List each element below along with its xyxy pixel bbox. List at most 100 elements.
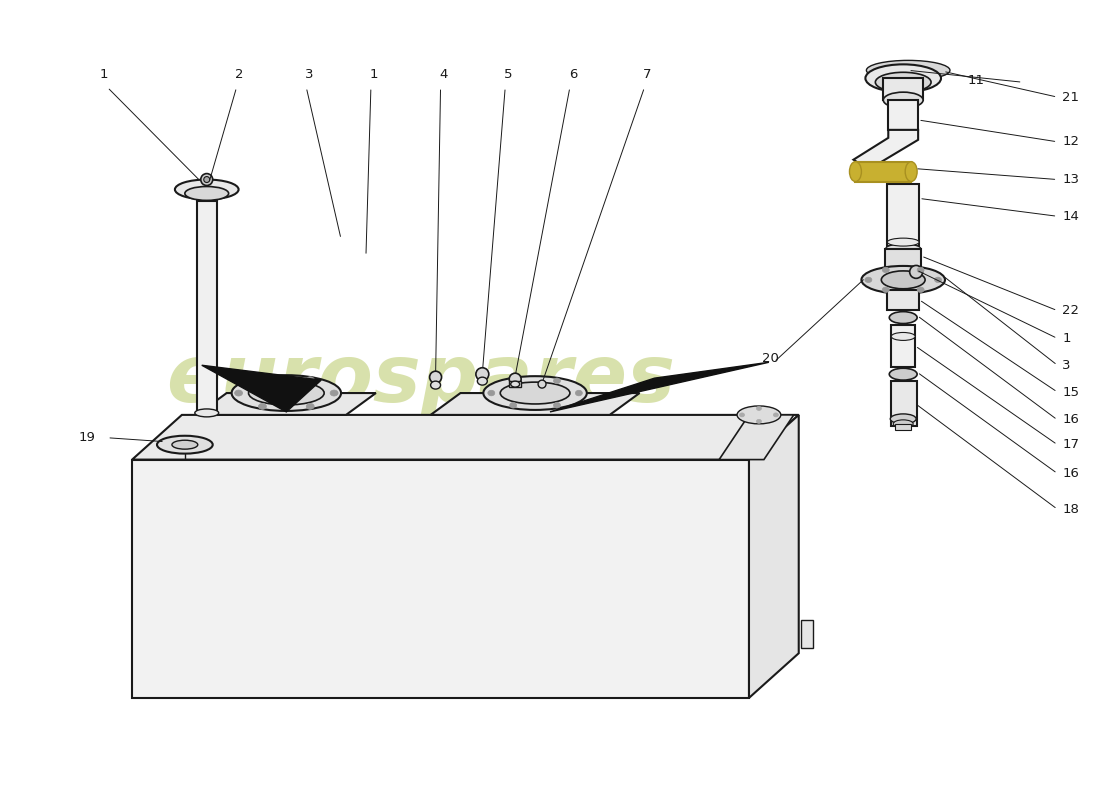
Text: eurospares: eurospares bbox=[166, 341, 675, 419]
Ellipse shape bbox=[306, 377, 315, 382]
Text: a passion for parts since 1985: a passion for parts since 1985 bbox=[272, 507, 629, 531]
Text: 2: 2 bbox=[235, 68, 244, 81]
Bar bbox=[801, 621, 813, 648]
Text: 6: 6 bbox=[569, 68, 578, 81]
Ellipse shape bbox=[866, 64, 940, 92]
Ellipse shape bbox=[487, 390, 495, 396]
Polygon shape bbox=[201, 366, 321, 412]
Text: 17: 17 bbox=[1063, 438, 1079, 451]
Ellipse shape bbox=[509, 402, 517, 408]
Ellipse shape bbox=[737, 406, 781, 424]
Ellipse shape bbox=[477, 377, 487, 385]
Ellipse shape bbox=[175, 179, 239, 199]
Ellipse shape bbox=[757, 419, 761, 423]
Polygon shape bbox=[749, 415, 799, 698]
Ellipse shape bbox=[888, 238, 920, 246]
Text: 11: 11 bbox=[967, 74, 984, 86]
Text: 3: 3 bbox=[305, 68, 314, 81]
Bar bbox=[888, 290, 920, 310]
Ellipse shape bbox=[509, 373, 521, 385]
Ellipse shape bbox=[234, 390, 243, 396]
Polygon shape bbox=[132, 415, 799, 459]
Bar bbox=[509, 381, 521, 387]
Bar bbox=[883, 78, 923, 100]
Ellipse shape bbox=[883, 92, 923, 108]
Ellipse shape bbox=[905, 162, 917, 182]
Text: 1: 1 bbox=[370, 68, 378, 81]
Ellipse shape bbox=[430, 371, 441, 383]
Ellipse shape bbox=[865, 277, 872, 282]
Bar bbox=[891, 381, 917, 426]
Ellipse shape bbox=[500, 382, 570, 404]
Ellipse shape bbox=[861, 266, 945, 294]
Text: 15: 15 bbox=[1063, 386, 1079, 398]
Ellipse shape bbox=[881, 271, 925, 289]
Ellipse shape bbox=[917, 267, 924, 273]
Ellipse shape bbox=[249, 381, 324, 405]
Ellipse shape bbox=[509, 378, 517, 384]
Ellipse shape bbox=[882, 267, 889, 273]
Polygon shape bbox=[854, 130, 918, 170]
Text: 13: 13 bbox=[1063, 173, 1079, 186]
Bar bbox=[856, 162, 911, 182]
Bar bbox=[889, 100, 918, 130]
Ellipse shape bbox=[739, 413, 745, 417]
Ellipse shape bbox=[510, 381, 519, 387]
Text: 7: 7 bbox=[644, 68, 652, 81]
Ellipse shape bbox=[476, 368, 488, 381]
Ellipse shape bbox=[258, 377, 266, 382]
Ellipse shape bbox=[575, 390, 582, 396]
Text: 1: 1 bbox=[1063, 332, 1071, 345]
Ellipse shape bbox=[910, 266, 923, 278]
Bar bbox=[895, 424, 911, 430]
Ellipse shape bbox=[886, 244, 921, 254]
Ellipse shape bbox=[330, 390, 338, 396]
Ellipse shape bbox=[157, 436, 212, 454]
Text: 5: 5 bbox=[504, 68, 513, 81]
Bar bbox=[891, 325, 915, 367]
Text: 3: 3 bbox=[1063, 358, 1071, 372]
Text: 18: 18 bbox=[1063, 502, 1079, 516]
Text: 16: 16 bbox=[1063, 414, 1079, 426]
Ellipse shape bbox=[306, 403, 315, 410]
Ellipse shape bbox=[876, 72, 931, 92]
Ellipse shape bbox=[483, 376, 586, 410]
Text: 12: 12 bbox=[1063, 135, 1079, 148]
Polygon shape bbox=[719, 415, 794, 459]
Text: 14: 14 bbox=[1063, 210, 1079, 222]
Ellipse shape bbox=[889, 312, 917, 323]
Ellipse shape bbox=[201, 174, 212, 186]
Text: 20: 20 bbox=[762, 352, 779, 365]
Ellipse shape bbox=[185, 186, 229, 200]
Ellipse shape bbox=[195, 409, 219, 417]
Ellipse shape bbox=[204, 177, 210, 182]
Polygon shape bbox=[430, 393, 639, 415]
Ellipse shape bbox=[867, 60, 950, 80]
Ellipse shape bbox=[917, 287, 924, 293]
Polygon shape bbox=[550, 362, 769, 412]
Ellipse shape bbox=[172, 440, 198, 449]
Text: 1: 1 bbox=[100, 68, 109, 81]
Ellipse shape bbox=[553, 402, 560, 408]
Bar bbox=[197, 202, 217, 415]
Text: 21: 21 bbox=[1063, 90, 1079, 104]
Bar bbox=[888, 183, 920, 246]
Text: 19: 19 bbox=[79, 431, 96, 444]
Ellipse shape bbox=[890, 414, 916, 424]
Bar bbox=[132, 459, 749, 698]
Ellipse shape bbox=[889, 368, 917, 380]
Ellipse shape bbox=[935, 277, 942, 282]
Text: 22: 22 bbox=[1063, 304, 1079, 317]
Bar bbox=[886, 249, 921, 267]
Ellipse shape bbox=[757, 406, 761, 410]
Ellipse shape bbox=[849, 162, 861, 182]
Ellipse shape bbox=[773, 413, 779, 417]
Text: 4: 4 bbox=[439, 68, 448, 81]
Text: 16: 16 bbox=[1063, 467, 1079, 480]
Ellipse shape bbox=[430, 381, 441, 389]
Ellipse shape bbox=[882, 287, 889, 293]
Ellipse shape bbox=[891, 333, 915, 341]
Ellipse shape bbox=[553, 378, 560, 384]
Ellipse shape bbox=[232, 375, 341, 411]
Ellipse shape bbox=[893, 420, 913, 428]
